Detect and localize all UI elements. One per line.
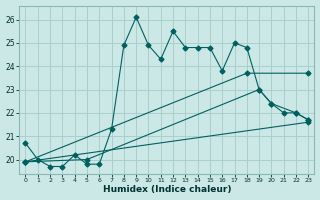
X-axis label: Humidex (Indice chaleur): Humidex (Indice chaleur) (103, 185, 231, 194)
